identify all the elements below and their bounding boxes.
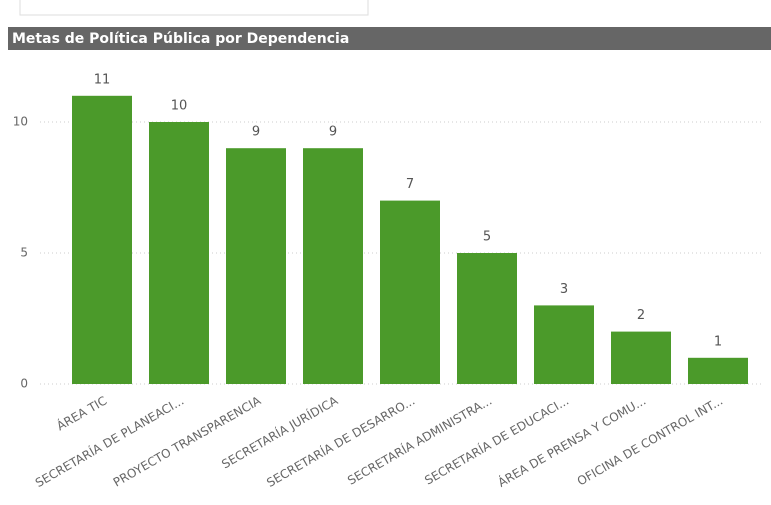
bar [457, 253, 517, 384]
data-label: 9 [252, 125, 260, 140]
data-label: 9 [329, 125, 337, 140]
y-tick-label: 5 [20, 246, 28, 260]
x-tick-label: SECRETARÍA DE EDUCACI... [422, 393, 572, 488]
data-label: 1 [714, 334, 722, 349]
y-tick-label: 10 [13, 115, 28, 129]
data-label: 10 [171, 99, 188, 114]
bar [611, 331, 671, 384]
bar [688, 357, 748, 384]
bar [303, 148, 363, 384]
y-tick-label: 0 [20, 377, 28, 391]
chart-title: Metas de Política Pública por Dependenci… [12, 31, 349, 47]
bar [72, 95, 132, 385]
data-label: 3 [560, 282, 568, 297]
x-tick-label: OFICINA DE CONTROL INT... [575, 394, 726, 489]
data-label: 2 [637, 308, 645, 323]
bar [149, 122, 209, 384]
bar [226, 148, 286, 384]
x-tick-label: SECRETARÍA DE PLANEACI... [32, 393, 186, 490]
x-tick-label: ÁREA TIC [54, 393, 109, 434]
x-tick-label: SECRETARÍA ADMINISTRA... [345, 393, 495, 488]
x-tick-label: ÁREA DE PRENSA Y COMU... [495, 393, 648, 490]
data-label: 11 [94, 72, 111, 87]
x-tick-label: SECRETARÍA DE DESARRO... [264, 393, 418, 490]
data-label: 7 [406, 177, 414, 192]
title-bar [8, 27, 771, 50]
search-box[interactable] [19, 0, 369, 16]
bar [534, 305, 594, 384]
bar [380, 200, 440, 384]
data-label: 5 [483, 230, 491, 245]
x-tick-label: PROYECTO TRANSPARENCIA [111, 393, 264, 489]
